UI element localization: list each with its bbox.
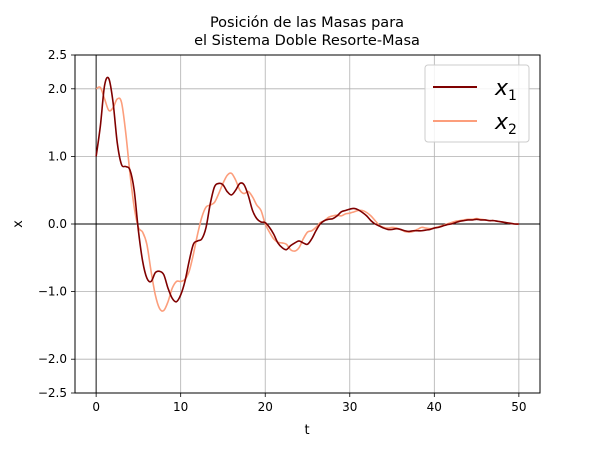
series-lines bbox=[95, 76, 519, 312]
chart-title-line-1: Posición de las Masas para bbox=[210, 15, 404, 31]
y-tick-label: 2.5 bbox=[48, 48, 67, 62]
legend-box bbox=[424, 64, 530, 143]
series-line-x1 bbox=[95, 76, 519, 303]
x-tick-label: 40 bbox=[427, 400, 442, 414]
y-tick-label: −1.0 bbox=[38, 285, 67, 299]
y-tick-label: 0.0 bbox=[48, 217, 67, 231]
x-axis-label: t bbox=[304, 423, 309, 438]
chart-title: Posición de las Masas para el Sistema Do… bbox=[194, 15, 420, 49]
x-tick-label: 10 bbox=[173, 400, 188, 414]
x-tick-label: 30 bbox=[342, 400, 357, 414]
chart-title-line-2: el Sistema Doble Resorte-Masa bbox=[194, 33, 420, 49]
y-tick-label: −2.5 bbox=[38, 386, 67, 400]
y-tick-label: −2.0 bbox=[38, 352, 67, 366]
axis-ticks: 0 10 20 30 40 50 −2.5 −2.0 −1.0 0.0 1.0 2.0 2.5 bbox=[38, 48, 527, 414]
x-tick-label: 20 bbox=[258, 400, 273, 414]
y-tick-label: 2.0 bbox=[48, 82, 67, 96]
x-tick-label: 50 bbox=[511, 400, 526, 414]
x-tick-label: 0 bbox=[92, 400, 100, 414]
y-axis-label: x bbox=[11, 220, 26, 228]
y-tick-label: 1.0 bbox=[48, 149, 67, 163]
zero-reference-lines bbox=[75, 55, 540, 393]
series-line-x2 bbox=[95, 86, 519, 312]
